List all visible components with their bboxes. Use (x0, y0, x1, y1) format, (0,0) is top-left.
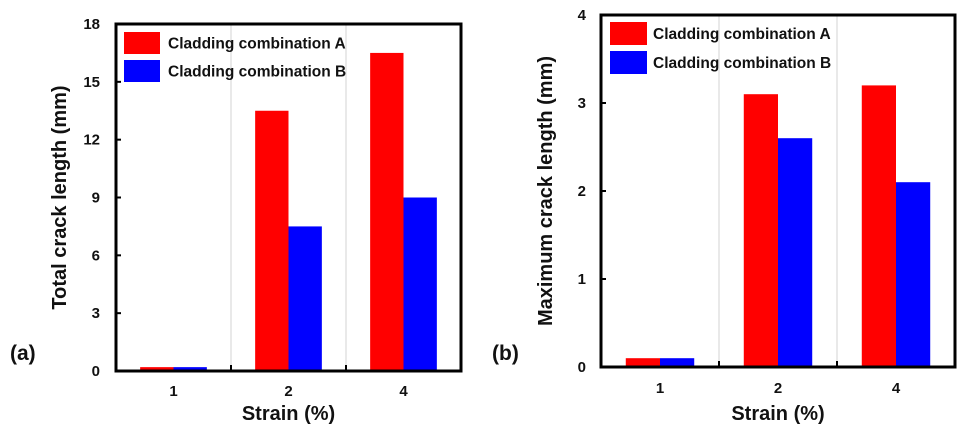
panel-label: (a) (10, 342, 36, 365)
legend-label-a: Cladding combination A (653, 26, 831, 43)
x-tick-label: 2 (774, 380, 782, 397)
bar-a-2 (255, 110, 289, 371)
y-tick-label: 9 (92, 190, 100, 207)
y-tick-label: 15 (83, 74, 100, 91)
y-tick-label: 0 (578, 359, 586, 376)
x-tick-label: 2 (284, 383, 292, 400)
bar-b-1 (660, 358, 695, 367)
legend: Cladding combination A Cladding combinati… (124, 32, 346, 82)
x-tick-label: 1 (656, 380, 664, 397)
legend-label-b: Cladding combination B (653, 55, 831, 72)
bar-b-1 (173, 367, 207, 371)
chart-panel-b: 0 1 2 3 4 1 2 4 Strain (%) Maximum crack length (… (492, 7, 957, 425)
bar-b-2 (288, 226, 322, 371)
y-tick-label: 2 (578, 183, 586, 200)
y-tick-label: 6 (92, 247, 100, 264)
bar-a-2 (743, 94, 778, 367)
bar-a-1 (140, 367, 174, 371)
legend-label-a: Cladding combination A (168, 36, 346, 53)
bar-a-4 (861, 85, 896, 368)
legend-swatch-a (124, 32, 160, 54)
x-axis-title: Strain (%) (731, 403, 824, 425)
y-tick-label: 12 (83, 132, 100, 149)
y-tick-label: 18 (83, 16, 100, 33)
legend-swatch-a (610, 22, 647, 45)
bar-a-1 (625, 358, 660, 367)
panel-label: (b) (492, 342, 519, 365)
bar-b-2 (778, 138, 813, 367)
y-tick-label: 0 (92, 363, 100, 380)
legend-swatch-b (124, 60, 160, 82)
y-tick-label: 3 (92, 305, 100, 322)
y-tick-label: 4 (578, 7, 587, 24)
bar-b-4 (896, 182, 931, 367)
y-tick-label: 1 (578, 271, 586, 288)
y-axis-title: Total crack length (mm) (49, 85, 71, 309)
x-tick-label: 4 (399, 383, 408, 400)
y-tick-label: 3 (578, 95, 586, 112)
x-axis-title: Strain (%) (242, 403, 335, 425)
bar-a-4 (370, 52, 404, 372)
x-tick-label: 1 (169, 383, 177, 400)
y-axis-title: Maximum crack length (mm) (535, 56, 557, 326)
legend: Cladding combination A Cladding combinati… (610, 22, 831, 74)
x-tick-label: 4 (892, 380, 901, 397)
bar-b-4 (403, 197, 437, 371)
legend-label-b: Cladding combination B (168, 64, 346, 81)
legend-swatch-b (610, 51, 647, 74)
